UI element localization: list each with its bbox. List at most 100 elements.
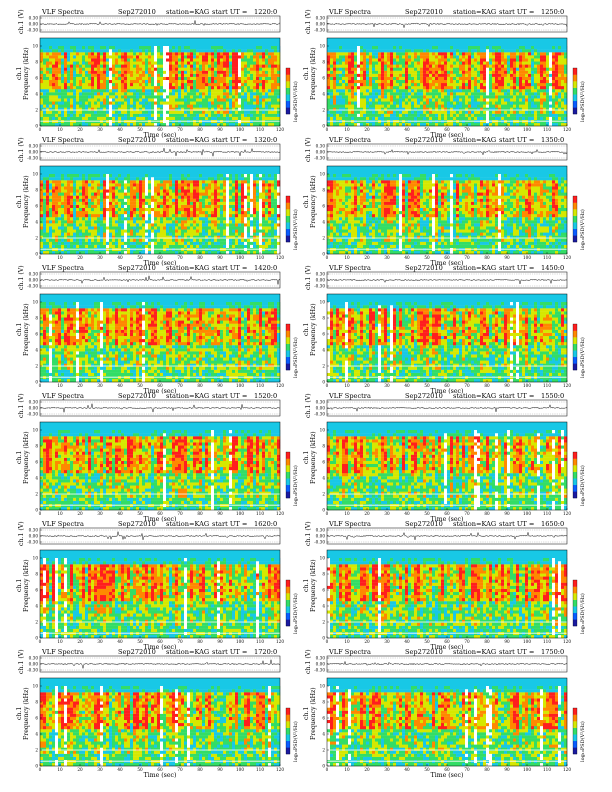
heatmap-cell: [342, 117, 345, 120]
heatmap-cell: [229, 58, 232, 61]
heatmap-cell: [435, 49, 438, 52]
heatmap-cell: [265, 74, 268, 77]
heatmap-cell: [390, 55, 393, 58]
heatmap-cell: [265, 104, 268, 107]
heatmap-cell: [265, 49, 268, 52]
heatmap-cell: [106, 208, 109, 211]
heatmap-cell: [58, 232, 61, 235]
heatmap-cell: [534, 46, 537, 49]
heatmap-cell: [43, 52, 46, 55]
heatmap-cell: [103, 61, 106, 64]
heatmap-cell: [142, 111, 145, 114]
heatmap-cell: [372, 111, 375, 114]
heatmap-cell: [552, 101, 555, 104]
heatmap-cell: [133, 77, 136, 80]
heatmap-cell: [513, 114, 516, 117]
heatmap-cell: [73, 49, 76, 52]
heatmap-cell: [363, 49, 366, 52]
heatmap-cell: [142, 74, 145, 77]
heatmap-cell: [492, 49, 495, 52]
heatmap-cell: [495, 89, 498, 92]
heatmap-cell: [498, 111, 501, 114]
heatmap-cell: [85, 92, 88, 95]
heatmap-cell: [492, 123, 495, 126]
heatmap-cell: [486, 46, 489, 49]
heatmap-cell: [112, 186, 115, 189]
heatmap-cell: [492, 101, 495, 104]
heatmap-cell: [217, 104, 220, 107]
heatmap-cell: [387, 86, 390, 89]
heatmap-cell: [154, 64, 157, 67]
heatmap-cell: [85, 192, 88, 195]
heatmap-cell: [546, 98, 549, 101]
heatmap-cell: [139, 46, 142, 49]
heatmap-cell: [555, 55, 558, 58]
heatmap-cell: [67, 229, 70, 232]
heatmap-cell: [516, 101, 519, 104]
heatmap-cell: [271, 77, 274, 80]
heatmap-cell: [88, 220, 91, 223]
heatmap-cell: [49, 74, 52, 77]
heatmap-cell: [507, 123, 510, 126]
heatmap-cell: [330, 58, 333, 61]
heatmap-cell: [55, 205, 58, 208]
heatmap-cell: [202, 61, 205, 64]
heatmap-cell: [211, 83, 214, 86]
heatmap-cell: [330, 74, 333, 77]
heatmap-cell: [507, 77, 510, 80]
heatmap-cell: [465, 86, 468, 89]
heatmap-cell: [163, 83, 166, 86]
heatmap-cell: [112, 114, 115, 117]
heatmap-cell: [426, 61, 429, 64]
heatmap-cell: [184, 77, 187, 80]
heatmap-cell: [172, 114, 175, 117]
heatmap-cell: [268, 98, 271, 101]
heatmap-cell: [474, 89, 477, 92]
heatmap-cell: [408, 74, 411, 77]
heatmap-cell: [489, 101, 492, 104]
heatmap-cell: [274, 68, 277, 71]
heatmap-cell: [109, 177, 112, 180]
heatmap-cell: [52, 205, 55, 208]
heatmap-cell: [181, 71, 184, 74]
heatmap-cell: [513, 68, 516, 71]
heatmap-cell: [103, 49, 106, 52]
heatmap-cell: [531, 77, 534, 80]
heatmap-cell: [262, 92, 265, 95]
heatmap-cell: [193, 55, 196, 58]
heatmap-cell: [274, 61, 277, 64]
heatmap-cell: [253, 64, 256, 67]
heatmap-cell: [46, 98, 49, 101]
heatmap-cell: [202, 117, 205, 120]
heatmap-cell: [172, 68, 175, 71]
heatmap-cell: [408, 58, 411, 61]
heatmap-cell: [268, 123, 271, 126]
heatmap-cell: [139, 104, 142, 107]
heatmap-cell: [271, 46, 274, 49]
heatmap-cell: [510, 68, 513, 71]
heatmap-cell: [94, 186, 97, 189]
heatmap-cell: [172, 71, 175, 74]
heatmap-cell: [259, 114, 262, 117]
heatmap-cell: [73, 223, 76, 226]
heatmap-cell: [64, 211, 67, 214]
heatmap-cell: [516, 86, 519, 89]
heatmap-cell: [106, 68, 109, 71]
heatmap-cell: [459, 104, 462, 107]
heatmap-cell: [345, 46, 348, 49]
heatmap-cell: [46, 242, 49, 245]
heatmap-cell: [339, 68, 342, 71]
heatmap-cell: [417, 68, 420, 71]
heatmap-cell: [408, 123, 411, 126]
heatmap-cell: [67, 111, 70, 114]
heatmap-cell: [109, 174, 112, 177]
heatmap-cell: [432, 58, 435, 61]
heatmap-cell: [552, 49, 555, 52]
heatmap-cell: [483, 117, 486, 120]
heatmap-cell: [459, 64, 462, 67]
heatmap-cell: [495, 80, 498, 83]
heatmap-cell: [67, 114, 70, 117]
heatmap-cell: [271, 83, 274, 86]
heatmap-cell: [79, 239, 82, 242]
heatmap-cell: [561, 52, 564, 55]
